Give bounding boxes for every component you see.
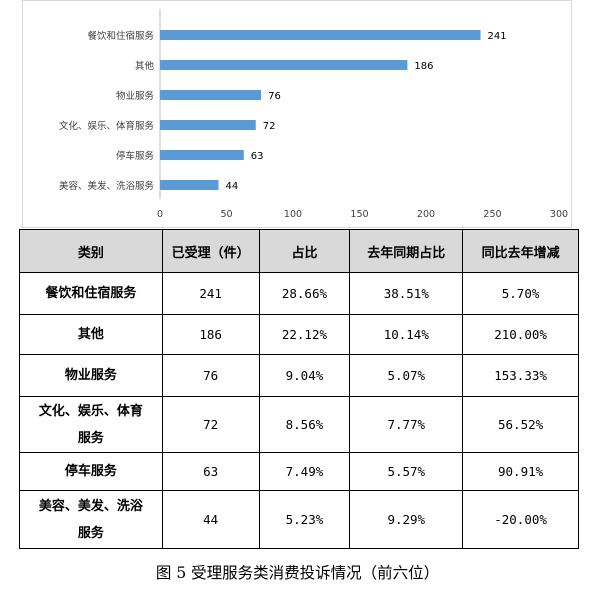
header-count: 已受理（件） [161, 229, 260, 273]
x-tick-label: 50 [220, 209, 232, 220]
data-label: 72 [263, 121, 276, 132]
bar-chart-svg: 餐饮和住宿服务 241 其他 186 物业服务 76 文化、娱乐、体育服务 72 停车服务 63 美… [59, 9, 568, 220]
table-row: 美容、美发、洗浴服务 44 5.23% 9.29% -20.00% [19, 490, 579, 549]
cell-count: 72 [161, 396, 260, 453]
header-share: 占比 [258, 229, 351, 273]
cell-category: 文化、娱乐、体育服务 [19, 396, 163, 453]
x-tick-label: 250 [483, 209, 501, 220]
cell-share: 28.66% [258, 272, 351, 315]
header-category: 类别 [19, 229, 163, 273]
bar [160, 120, 256, 130]
bar [160, 30, 481, 40]
cell-share: 22.12% [258, 314, 351, 355]
header-yoy-change: 同比去年增减 [462, 229, 579, 273]
cell-last-year-share: 5.57% [349, 452, 464, 491]
cell-share: 7.49% [258, 452, 351, 491]
cell-share: 5.23% [258, 490, 351, 549]
table-header-row: 类别 已受理（件） 占比 去年同期占比 同比去年增减 [19, 229, 579, 273]
cell-category: 物业服务 [19, 354, 163, 397]
cell-yoy-change: 56.52% [462, 396, 579, 453]
table-row: 餐饮和住宿服务 241 28.66% 38.51% 5.70% [19, 272, 579, 315]
bar [160, 60, 408, 70]
cell-share: 9.04% [258, 354, 351, 397]
table-row: 停车服务 63 7.49% 5.57% 90.91% [19, 452, 579, 491]
table-row: 物业服务 76 9.04% 5.07% 153.33% [19, 354, 579, 397]
data-label: 186 [414, 61, 433, 72]
bar [160, 150, 244, 160]
cell-count: 241 [161, 272, 260, 315]
cell-count: 76 [161, 354, 260, 397]
cell-yoy-change: 90.91% [462, 452, 579, 491]
bar [160, 180, 219, 190]
category-label: 停车服务 [116, 150, 155, 162]
data-label: 44 [226, 181, 239, 192]
cell-last-year-share: 7.77% [349, 396, 464, 453]
cell-category: 其他 [19, 314, 163, 355]
cell-count: 63 [161, 452, 260, 491]
cell-yoy-change: 153.33% [462, 354, 579, 397]
cell-last-year-share: 5.07% [349, 354, 464, 397]
table-row: 文化、娱乐、体育服务 72 8.56% 7.77% 56.52% [19, 396, 579, 453]
data-label: 63 [251, 151, 264, 162]
x-tick-label: 200 [417, 209, 435, 220]
cell-category: 餐饮和住宿服务 [19, 272, 163, 315]
cell-last-year-share: 9.29% [349, 490, 464, 549]
x-tick-label: 0 [157, 209, 163, 220]
complaints-table: 类别 已受理（件） 占比 去年同期占比 同比去年增减 餐饮和住宿服务 241 28.… [19, 229, 579, 549]
x-tick-label: 100 [284, 209, 302, 220]
data-label: 241 [488, 31, 507, 42]
cell-yoy-change: -20.00% [462, 490, 579, 549]
bar-chart: 餐饮和住宿服务 241 其他 186 物业服务 76 文化、娱乐、体育服务 72 停车服务 63 美… [22, 0, 572, 228]
category-label: 餐饮和住宿服务 [87, 30, 154, 42]
category-label: 其他 [135, 60, 155, 72]
cell-last-year-share: 10.14% [349, 314, 464, 355]
data-label: 76 [268, 91, 281, 102]
cell-count: 186 [161, 314, 260, 355]
cell-count: 44 [161, 490, 260, 549]
x-tick-label: 150 [350, 209, 368, 220]
cell-category: 美容、美发、洗浴服务 [19, 490, 163, 549]
cell-yoy-change: 5.70% [462, 272, 579, 315]
header-last-year-share: 去年同期占比 [349, 229, 464, 273]
category-label: 物业服务 [116, 90, 155, 102]
table-body: 餐饮和住宿服务 241 28.66% 38.51% 5.70% 其他 186 22.12% 10… [19, 272, 579, 549]
figure-caption: 图 5 受理服务类消费投诉情况（前六位） [155, 564, 440, 582]
cell-yoy-change: 210.00% [462, 314, 579, 355]
category-label: 文化、娱乐、体育服务 [59, 120, 155, 132]
cell-share: 8.56% [258, 396, 351, 453]
category-label: 美容、美发、洗浴服务 [59, 180, 155, 192]
cell-last-year-share: 38.51% [349, 272, 464, 315]
x-tick-label: 300 [550, 209, 568, 220]
bar [160, 90, 262, 100]
table-row: 其他 186 22.12% 10.14% 210.00% [19, 314, 579, 355]
cell-category: 停车服务 [19, 452, 163, 491]
